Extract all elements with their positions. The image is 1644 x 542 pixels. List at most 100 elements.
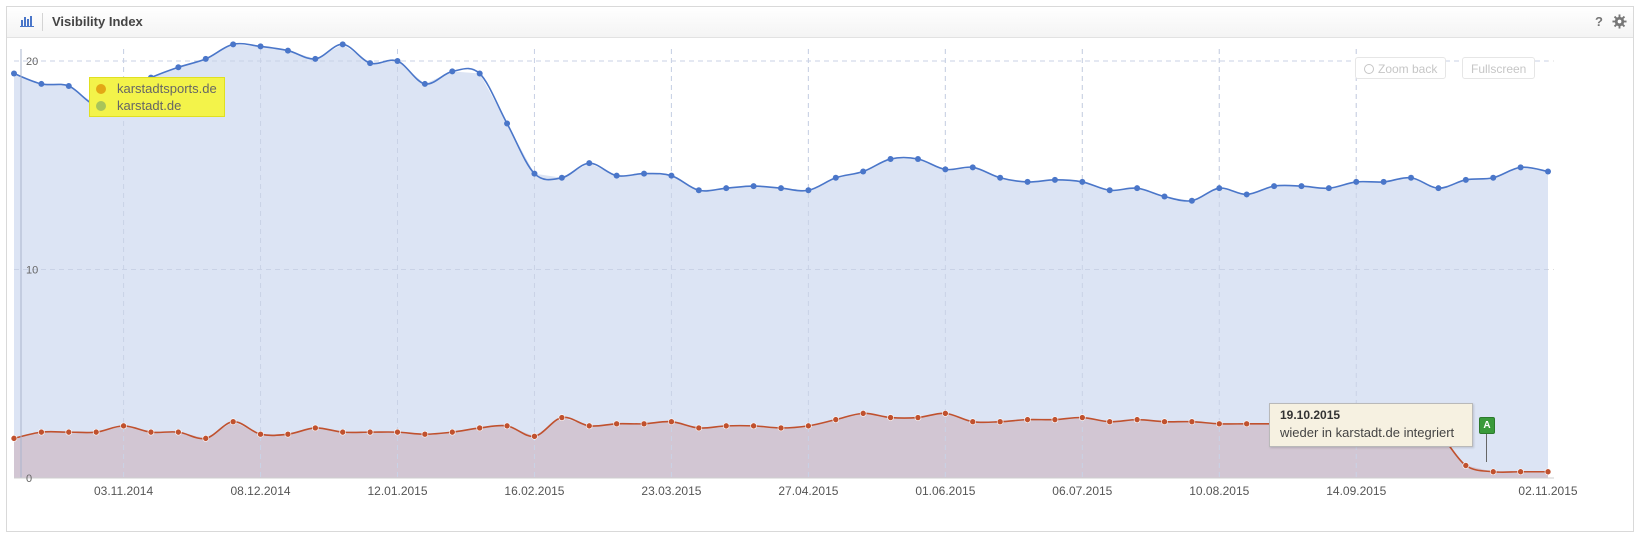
karstadtsports-point bbox=[613, 420, 620, 428]
karstadt-point bbox=[942, 166, 949, 173]
karstadt-point bbox=[1106, 187, 1113, 194]
karstadt-point bbox=[421, 80, 428, 87]
karstadt-point bbox=[832, 174, 839, 181]
karstadtsports-point bbox=[695, 424, 703, 432]
karstadtsports-point bbox=[531, 432, 538, 440]
karstadtsports-point bbox=[1215, 420, 1223, 428]
karstadt-point bbox=[887, 155, 894, 162]
annotation-flag-stem bbox=[1486, 434, 1487, 462]
karstadtsports-point bbox=[777, 424, 785, 432]
fullscreen-button[interactable]: Fullscreen bbox=[1462, 57, 1536, 79]
karstadtsports-point bbox=[585, 422, 593, 430]
karstadtsports-point bbox=[942, 410, 949, 417]
karstadtsports-point bbox=[668, 418, 675, 426]
karstadt-point bbox=[558, 174, 565, 181]
karstadt-point bbox=[230, 41, 237, 48]
visibility-index-panel: Visibility Index ? 03.11.2014 08.12.2014 1… bbox=[6, 6, 1634, 532]
karstadt-point bbox=[312, 55, 319, 62]
x-tick-label: 08.12.2014 bbox=[231, 484, 291, 498]
karstadt-point bbox=[1462, 176, 1469, 183]
gear-icon[interactable] bbox=[1612, 14, 1627, 29]
karstadtsports-point bbox=[1161, 418, 1168, 426]
karstadtsports-point bbox=[750, 422, 757, 430]
karstadtsports-point bbox=[1106, 418, 1114, 426]
karstadtsports-point bbox=[1544, 468, 1552, 476]
annotation-flag[interactable]: A bbox=[1479, 417, 1495, 434]
karstadt-point bbox=[969, 164, 976, 171]
karstadtsports-point bbox=[996, 418, 1004, 426]
zoom-back-button[interactable]: Zoom back bbox=[1355, 57, 1447, 79]
karstadt-point bbox=[641, 170, 648, 177]
karstadtsports-point bbox=[175, 428, 182, 436]
bar-chart-icon bbox=[20, 16, 34, 27]
x-tick-label: 23.03.2015 bbox=[641, 484, 701, 498]
karstadtsports-point bbox=[1079, 414, 1086, 421]
y-tick-label: 20 bbox=[26, 56, 38, 68]
karstadtsports-point bbox=[640, 420, 648, 428]
karstadtsports-point bbox=[339, 428, 347, 436]
x-tick-label: 01.06.2015 bbox=[915, 484, 975, 498]
karstadt-point bbox=[1517, 164, 1524, 171]
legend-marker bbox=[96, 84, 106, 94]
karstadtsports-point bbox=[859, 410, 867, 417]
karstadt-point bbox=[1024, 178, 1031, 185]
karstadt-point bbox=[1408, 174, 1415, 181]
karstadt-point bbox=[668, 172, 675, 179]
x-tick-label: 12.01.2015 bbox=[367, 484, 427, 498]
karstadt-point bbox=[1298, 183, 1305, 190]
karstadtsports-point bbox=[366, 428, 374, 436]
karstadt-point bbox=[284, 47, 291, 54]
karstadt-point bbox=[1545, 168, 1551, 175]
karstadt-point bbox=[38, 80, 45, 87]
help-icon[interactable]: ? bbox=[1595, 14, 1603, 29]
karstadt-point bbox=[1435, 185, 1442, 192]
karstadtsports-point bbox=[120, 422, 127, 430]
karstadtsports-point bbox=[805, 422, 812, 430]
karstadt-point bbox=[394, 58, 401, 64]
karstadt-point bbox=[1134, 185, 1141, 192]
karstadt-point bbox=[504, 120, 511, 127]
karstadtsports-point bbox=[257, 430, 264, 438]
karstadtsports-point bbox=[284, 430, 292, 438]
karstadt-point bbox=[613, 172, 620, 179]
karstadt-point bbox=[1353, 178, 1360, 185]
karstadtsports-point bbox=[229, 418, 237, 426]
fullscreen-label: Fullscreen bbox=[1471, 62, 1527, 76]
chart-legend: karstadtsports.de karstadt.de bbox=[89, 77, 225, 117]
karstadt-point bbox=[1051, 176, 1058, 183]
karstadt-point bbox=[202, 55, 209, 62]
karstadt-point bbox=[1243, 191, 1250, 198]
tooltip-date: 19.10.2015 bbox=[1280, 408, 1341, 422]
karstadtsports-point bbox=[1462, 462, 1470, 469]
x-tick-label: 06.07.2015 bbox=[1052, 484, 1112, 498]
karstadtsports-point bbox=[1489, 468, 1497, 476]
karstadt-point bbox=[1271, 183, 1278, 190]
header-divider bbox=[42, 13, 43, 31]
karstadt-point bbox=[1161, 193, 1168, 200]
karstadtsports-point bbox=[1517, 468, 1524, 476]
karstadt-point bbox=[339, 41, 346, 48]
karstadt-point bbox=[695, 187, 702, 194]
karstadt-point bbox=[175, 64, 182, 71]
karstadtsports-point bbox=[914, 414, 922, 421]
karstadt-point bbox=[750, 183, 757, 190]
visibility-chart: 03.11.2014 08.12.2014 12.01.2015 16.02.2015… bbox=[10, 41, 1578, 498]
karstadtsports-point bbox=[10, 435, 18, 442]
karstadtsports-point bbox=[476, 424, 483, 432]
karstadt-point bbox=[531, 170, 538, 177]
legend-marker bbox=[96, 101, 106, 111]
karstadtsports-point bbox=[832, 416, 840, 423]
karstadtsports-point bbox=[202, 435, 210, 442]
x-tick-label: 27.04.2015 bbox=[778, 484, 838, 498]
y-tick-label: 0 bbox=[26, 473, 32, 485]
karstadt-point bbox=[997, 174, 1004, 181]
karstadtsports-point bbox=[1188, 418, 1196, 426]
karstadtsports-area bbox=[14, 413, 1548, 478]
karstadt-point bbox=[1380, 178, 1387, 185]
karstadt-point bbox=[1216, 185, 1223, 192]
karstadtsports-point bbox=[38, 428, 45, 436]
karstadt-point bbox=[476, 70, 483, 77]
legend-label: karstadt.de bbox=[117, 98, 182, 113]
karstadt-point bbox=[367, 60, 374, 67]
karstadt-point bbox=[1490, 174, 1497, 181]
